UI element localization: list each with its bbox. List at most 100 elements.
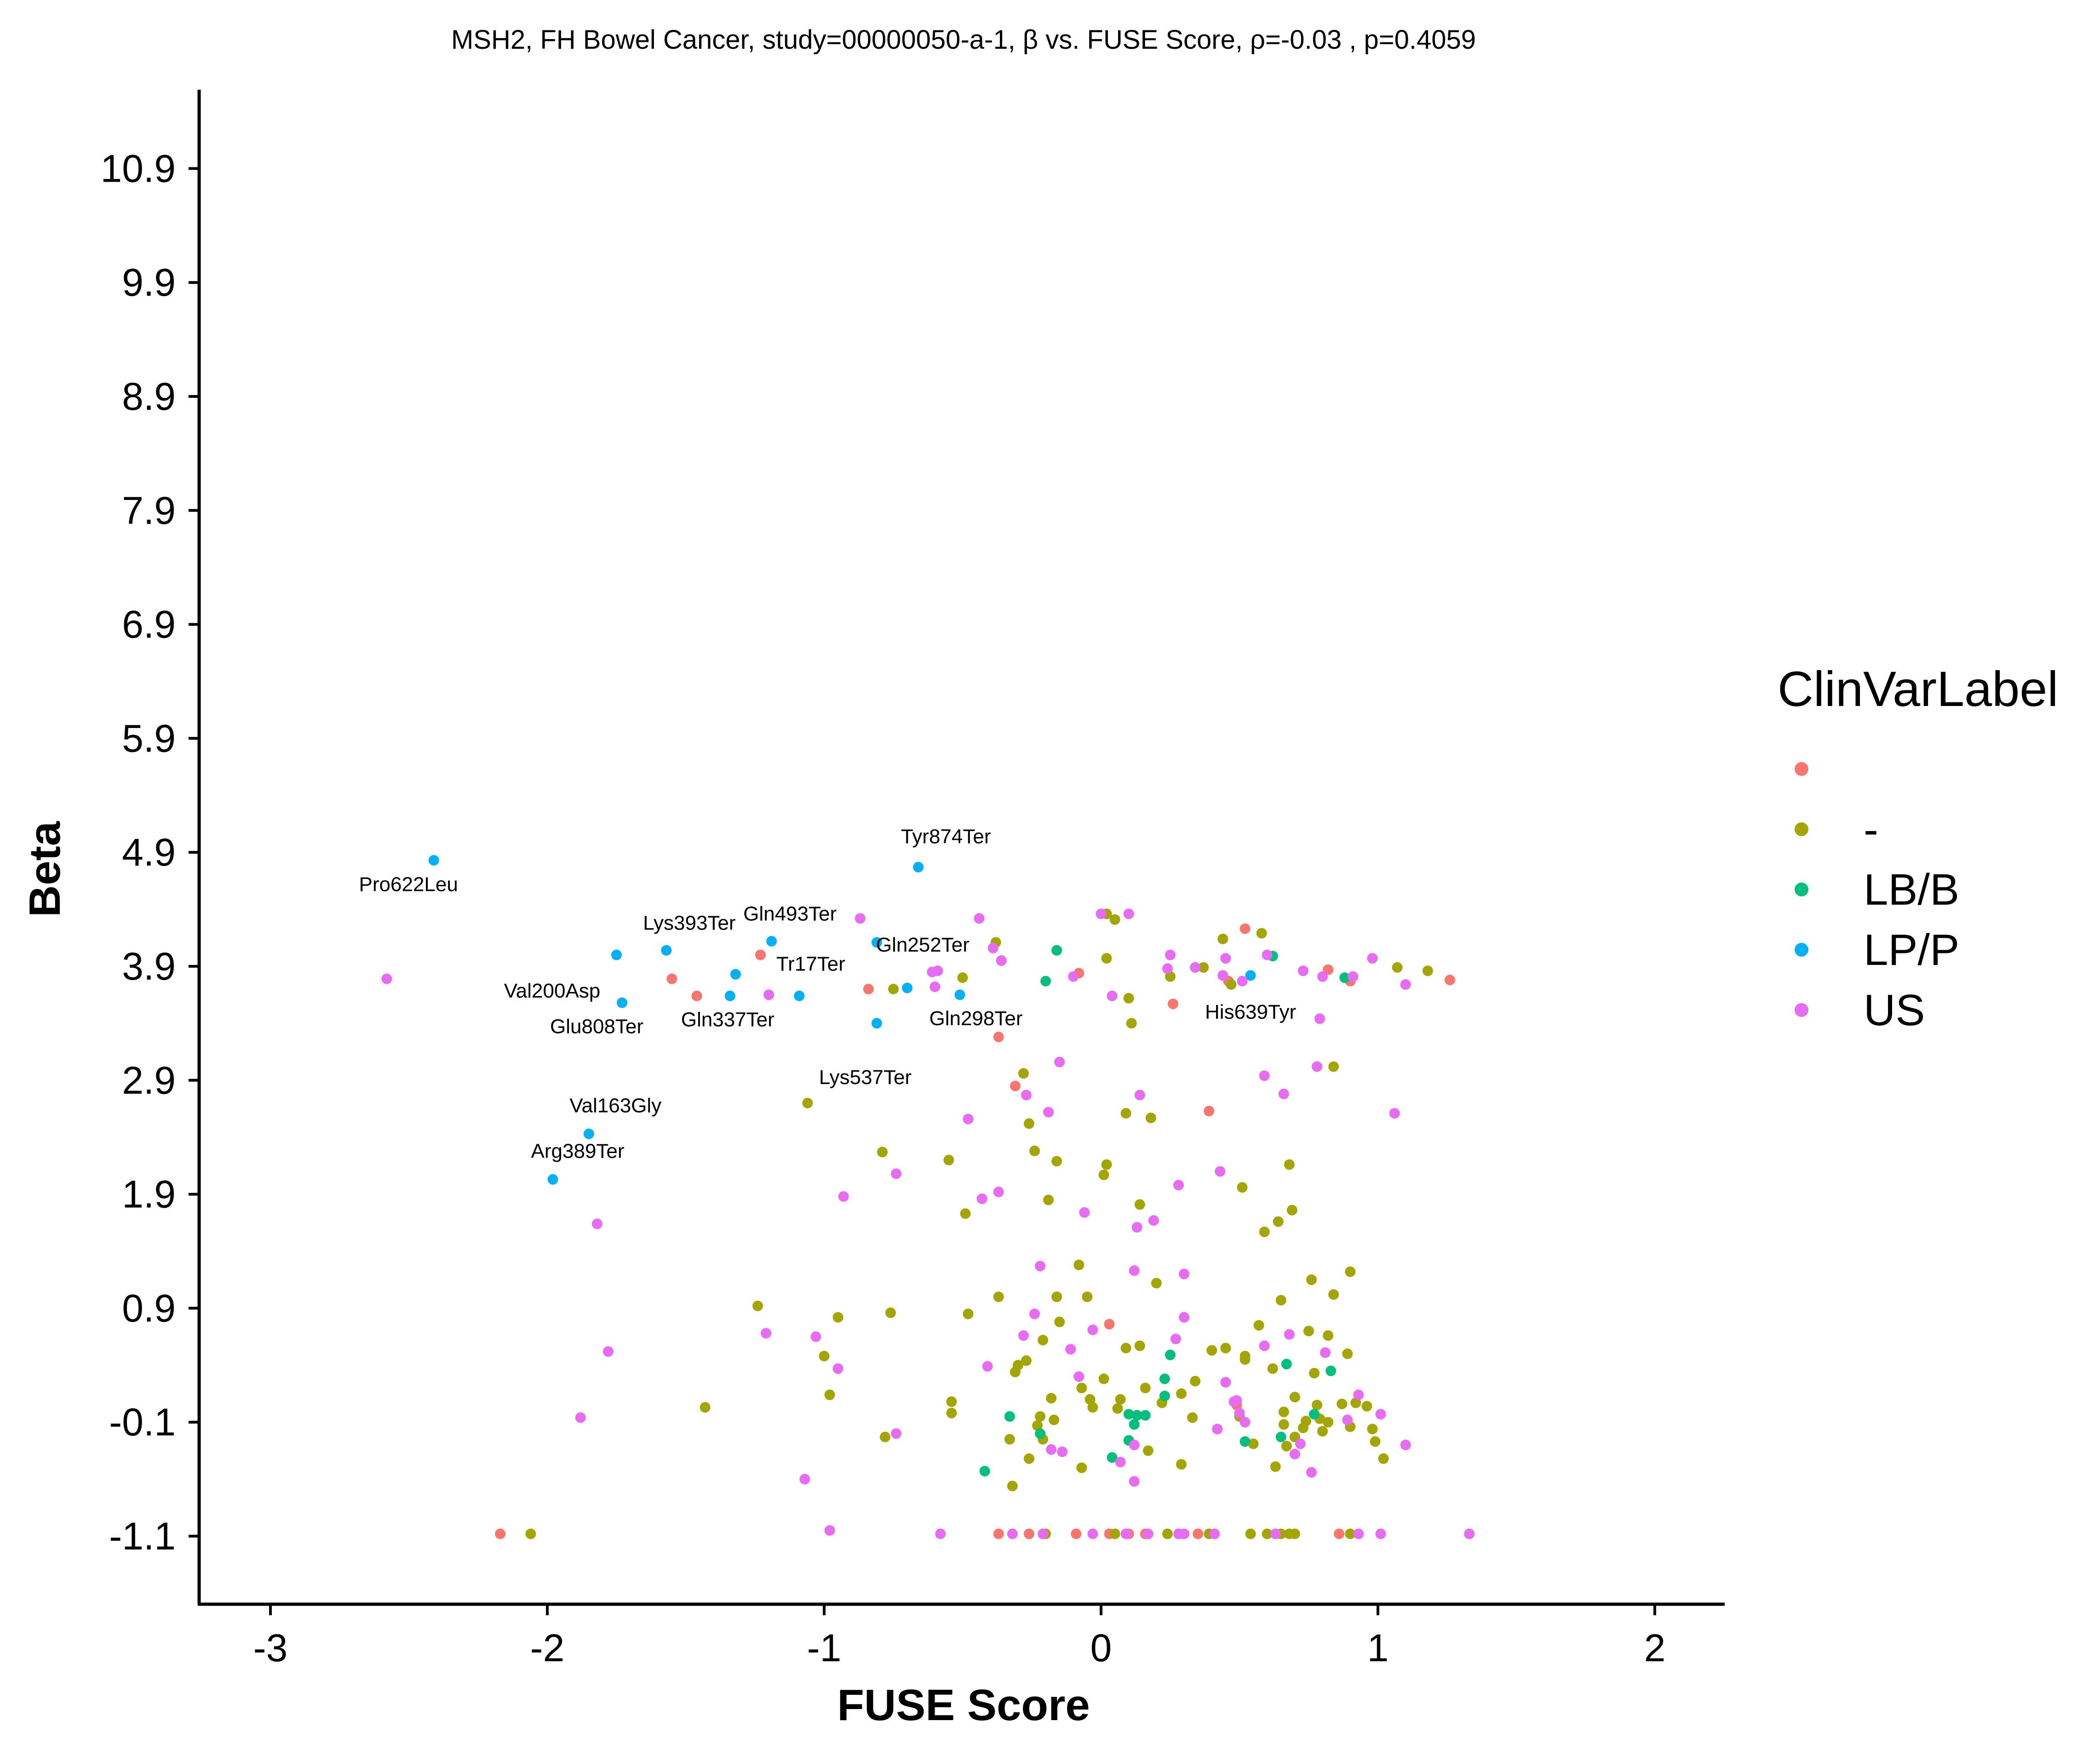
data-point	[547, 1174, 558, 1185]
data-point	[1165, 1349, 1176, 1360]
data-point	[838, 1191, 849, 1202]
data-point	[1317, 971, 1328, 982]
data-point	[1375, 1409, 1386, 1420]
data-point	[1173, 1180, 1184, 1191]
data-point	[1300, 1416, 1311, 1427]
data-point	[1120, 1528, 1131, 1539]
data-point	[1312, 1061, 1323, 1072]
data-point	[755, 949, 766, 960]
data-point	[1109, 914, 1120, 925]
x-ticks: -3 -2 -1 0 1 2	[253, 1604, 1665, 1670]
data-point	[1168, 998, 1179, 1010]
y-tick-label: 3.9	[122, 945, 176, 988]
data-point	[1129, 1440, 1140, 1451]
data-point	[819, 1350, 830, 1361]
y-tick-label: 0.9	[122, 1286, 176, 1330]
data-point	[1104, 1319, 1115, 1330]
data-point	[691, 990, 702, 1001]
data-point	[993, 1032, 1004, 1043]
data-point	[1176, 1388, 1187, 1399]
data-point	[1220, 1343, 1231, 1354]
data-point	[930, 981, 941, 993]
data-point	[1400, 1440, 1411, 1451]
data-point	[1142, 1528, 1153, 1539]
data-point	[1275, 1431, 1286, 1442]
data-point	[1231, 1395, 1242, 1406]
data-point	[1084, 1394, 1096, 1405]
data-point	[1320, 1347, 1331, 1358]
data-points	[381, 855, 1475, 1539]
data-point	[976, 1193, 987, 1205]
data-point	[824, 1389, 835, 1400]
x-tick-label: 1	[1367, 1626, 1389, 1670]
data-point	[1312, 1400, 1323, 1411]
data-point	[1087, 1528, 1098, 1539]
data-point	[794, 990, 805, 1001]
data-point	[1035, 1411, 1046, 1422]
data-point	[602, 1346, 614, 1357]
data-point	[1076, 1383, 1087, 1394]
data-point	[963, 1308, 974, 1320]
point-label: His639Tyr	[1205, 1001, 1296, 1023]
legend-title: ClinVarLabel	[1778, 661, 2058, 717]
axes: -1.1-0.10.91.92.93.94.95.96.97.98.99.910…	[101, 90, 1725, 1670]
data-point	[799, 1474, 810, 1485]
data-point	[1284, 1159, 1295, 1170]
point-annotations: Pro622Leu Tyr874Ter Lys393Ter Gln493Ter Gln2…	[359, 825, 1297, 1162]
data-point	[974, 913, 985, 924]
y-tick-label: 4.9	[122, 831, 176, 874]
point-label: Gln493Ter	[743, 902, 837, 925]
data-point	[661, 945, 672, 956]
data-point	[1038, 1335, 1049, 1346]
data-point	[1021, 1355, 1032, 1366]
data-point	[1353, 1389, 1364, 1400]
y-tick-label: -1.1	[109, 1515, 176, 1558]
data-point	[1131, 1222, 1142, 1233]
x-tick-label: -2	[530, 1626, 565, 1670]
data-point	[1209, 1528, 1220, 1539]
point-label: Gln337Ter	[681, 1008, 775, 1031]
x-tick-label: 0	[1090, 1626, 1112, 1670]
data-point	[1342, 1414, 1353, 1425]
data-point	[1112, 1403, 1123, 1414]
data-point	[1259, 1340, 1270, 1351]
data-point	[1049, 1414, 1060, 1425]
data-point	[1284, 1329, 1295, 1340]
data-point	[982, 1361, 993, 1372]
data-point	[1043, 1194, 1054, 1205]
data-point	[1187, 1412, 1198, 1423]
data-point	[1054, 1316, 1065, 1327]
y-tick-label: 10.9	[101, 147, 176, 190]
data-point	[1325, 1366, 1337, 1377]
data-point	[591, 1218, 602, 1229]
data-point	[1176, 1459, 1187, 1470]
data-point	[1054, 1056, 1065, 1067]
data-point	[1126, 1018, 1137, 1029]
data-point	[1345, 1266, 1356, 1277]
data-point	[1281, 1359, 1292, 1370]
y-tick-label: 5.9	[122, 717, 176, 760]
data-point	[946, 1396, 957, 1407]
data-point	[1098, 1169, 1109, 1180]
point-label: Pro622Leu	[359, 873, 458, 896]
data-point	[1120, 1343, 1131, 1354]
data-point	[1073, 1259, 1084, 1270]
data-point	[1328, 1061, 1339, 1072]
data-point	[1314, 1013, 1325, 1024]
data-point	[1162, 963, 1173, 974]
data-point	[766, 935, 777, 947]
data-point	[1259, 1070, 1270, 1081]
data-point	[761, 1328, 772, 1339]
data-point	[1051, 1156, 1062, 1167]
data-point	[1345, 1528, 1356, 1539]
data-point	[1038, 1528, 1049, 1539]
data-point	[1239, 923, 1251, 934]
data-point	[1422, 965, 1433, 976]
legend-key	[1795, 762, 1808, 776]
data-point	[1339, 972, 1350, 983]
data-point	[1262, 949, 1273, 960]
data-point	[1159, 1390, 1170, 1401]
data-point	[1131, 1410, 1142, 1421]
data-point	[700, 1402, 711, 1413]
